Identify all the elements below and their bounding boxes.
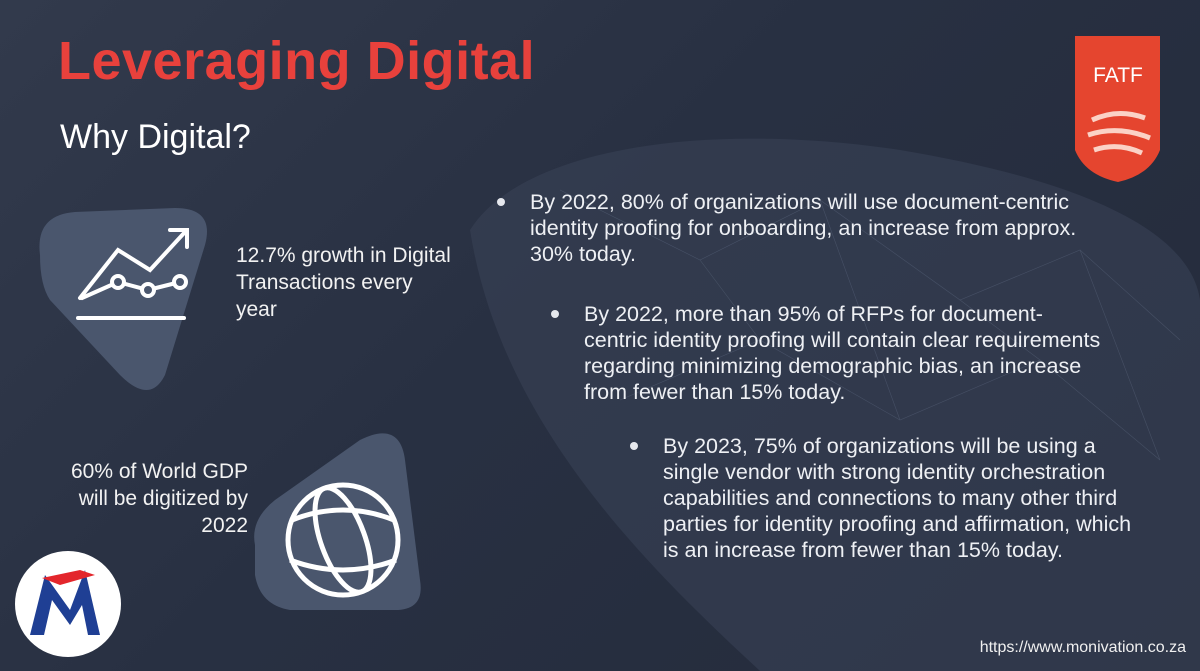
brand-logo-m [30,570,100,635]
url: https://www.monivation.co.za [979,639,1186,656]
growth-icon [76,228,189,320]
bullet: By 2023, 75% of organizations will be us… [630,434,1132,562]
logo-text: FATF [1093,64,1143,87]
stat-text: 60% of World GDP will be digitized by 20… [70,460,248,537]
fatf-waves [1087,111,1151,156]
network-shape [470,138,1200,671]
title: Leveraging Digital [58,31,536,91]
subtitle: Why Digital? [60,118,251,156]
stat-text: 12.7% growth in Digital Transactions eve… [236,244,451,321]
fatf-shield [1075,36,1160,182]
network-lines [559,189,1181,461]
brand-logo-accent [42,570,95,585]
bullet: By 2022, more than 95% of RFPs for docum… [551,301,1104,405]
globe-icon [285,482,401,598]
bullet: By 2022, 80% of organizations will use d… [497,189,1120,267]
brand-logo [15,551,121,657]
